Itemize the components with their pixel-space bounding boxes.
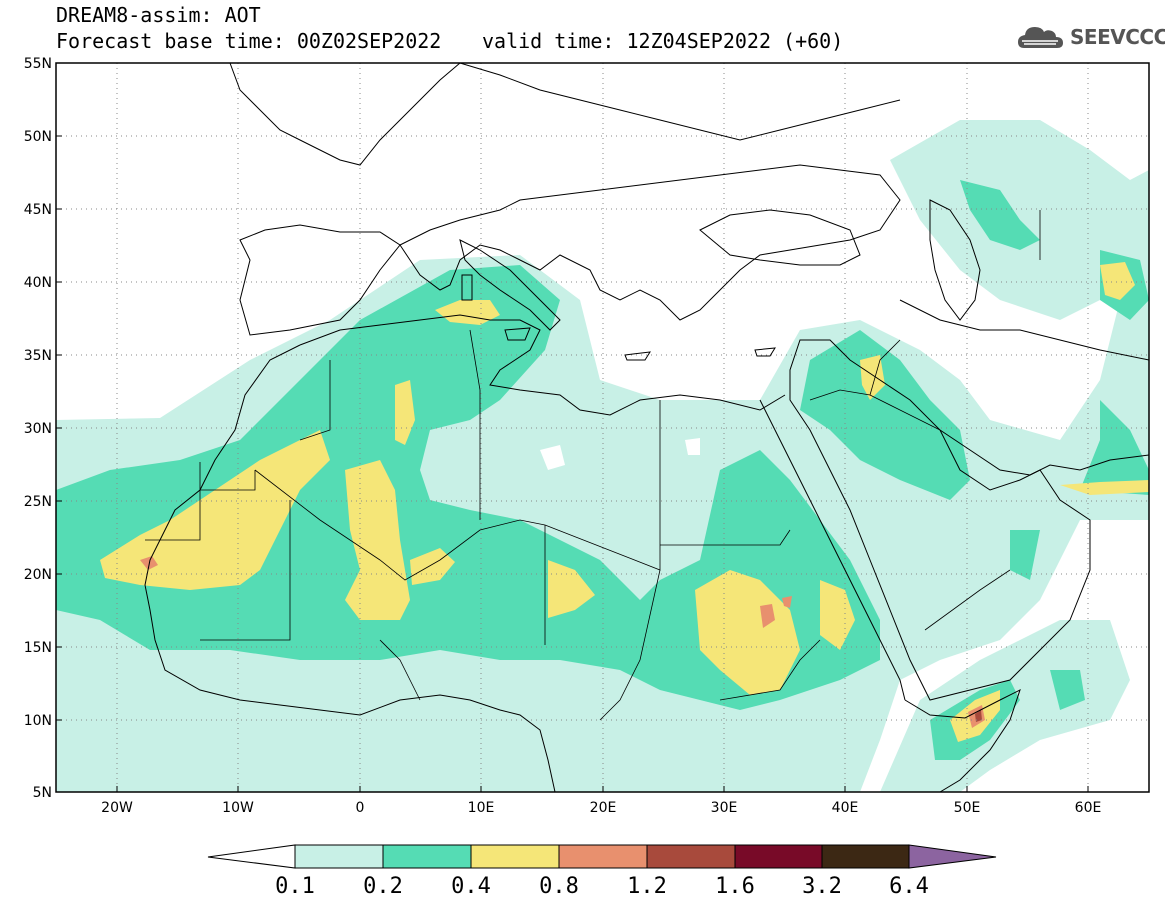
lat-label: 25N <box>24 494 52 510</box>
colorbar-segment <box>821 844 910 869</box>
colorbar-segment <box>734 844 823 869</box>
borders <box>145 210 1041 721</box>
lat-label: 5N <box>33 785 52 801</box>
lon-label: 10W <box>222 800 254 816</box>
lon-label: 60E <box>1075 800 1102 816</box>
lat-label: 45N <box>24 202 52 218</box>
longitude-labels: 20W 10W 0 10E 20E 30E 40E 50E 60E <box>101 800 1101 816</box>
lat-label: 10N <box>24 713 52 729</box>
colorbar-segment <box>470 844 560 869</box>
valid-time-label: valid time: 12Z04SEP2022 (+60) <box>482 29 844 53</box>
colorbar-label: 6.4 <box>889 874 929 899</box>
colorbar-label: 0.2 <box>363 874 403 899</box>
latitude-labels: 55N 50N 45N 40N 35N 30N 25N 20N 15N 10N … <box>24 56 52 801</box>
colorbar-segment <box>294 844 384 869</box>
lon-label: 40E <box>832 800 859 816</box>
lat-label: 30N <box>24 421 52 437</box>
lon-label: 30E <box>711 800 738 816</box>
seevccc-logo: SEEVCCC <box>1016 22 1165 52</box>
lat-label: 20N <box>24 567 52 583</box>
colorbar-segment <box>646 844 736 869</box>
lat-label: 15N <box>24 640 52 656</box>
colorbar-labels: 0.1 0.2 0.4 0.8 1.2 1.6 3.2 6.4 <box>275 874 929 899</box>
lon-label: 50E <box>954 800 981 816</box>
lon-label: 10E <box>468 800 495 816</box>
lon-label: 20E <box>590 800 617 816</box>
colorbar-segment <box>908 844 997 869</box>
lat-label: 35N <box>24 348 52 364</box>
map-title: DREAM8-assim: AOT <box>56 3 261 27</box>
colorbar-segment <box>558 844 648 869</box>
colorbar-segment <box>382 844 472 869</box>
base-time-label: Forecast base time: 00Z02SEP2022 <box>56 29 442 53</box>
lon-label: 20W <box>101 800 133 816</box>
colorbar-label: 0.1 <box>275 874 315 899</box>
colorbar-label: 0.8 <box>539 874 579 899</box>
logo-text: SEEVCCC <box>1070 25 1165 49</box>
coastlines <box>144 63 1149 792</box>
colorbar-segment <box>207 844 296 869</box>
lat-label: 50N <box>24 129 52 145</box>
lon-label: 0 <box>356 800 365 816</box>
aot-field <box>56 63 1149 792</box>
colorbar-label: 3.2 <box>802 874 842 899</box>
lat-label: 40N <box>24 275 52 291</box>
cloud-icon <box>1018 27 1063 48</box>
colorbar-label: 1.2 <box>627 874 667 899</box>
colorbar-label: 1.6 <box>715 874 755 899</box>
colorbar <box>207 844 997 869</box>
colorbar-label: 0.4 <box>451 874 491 899</box>
lat-label: 55N <box>24 56 52 72</box>
